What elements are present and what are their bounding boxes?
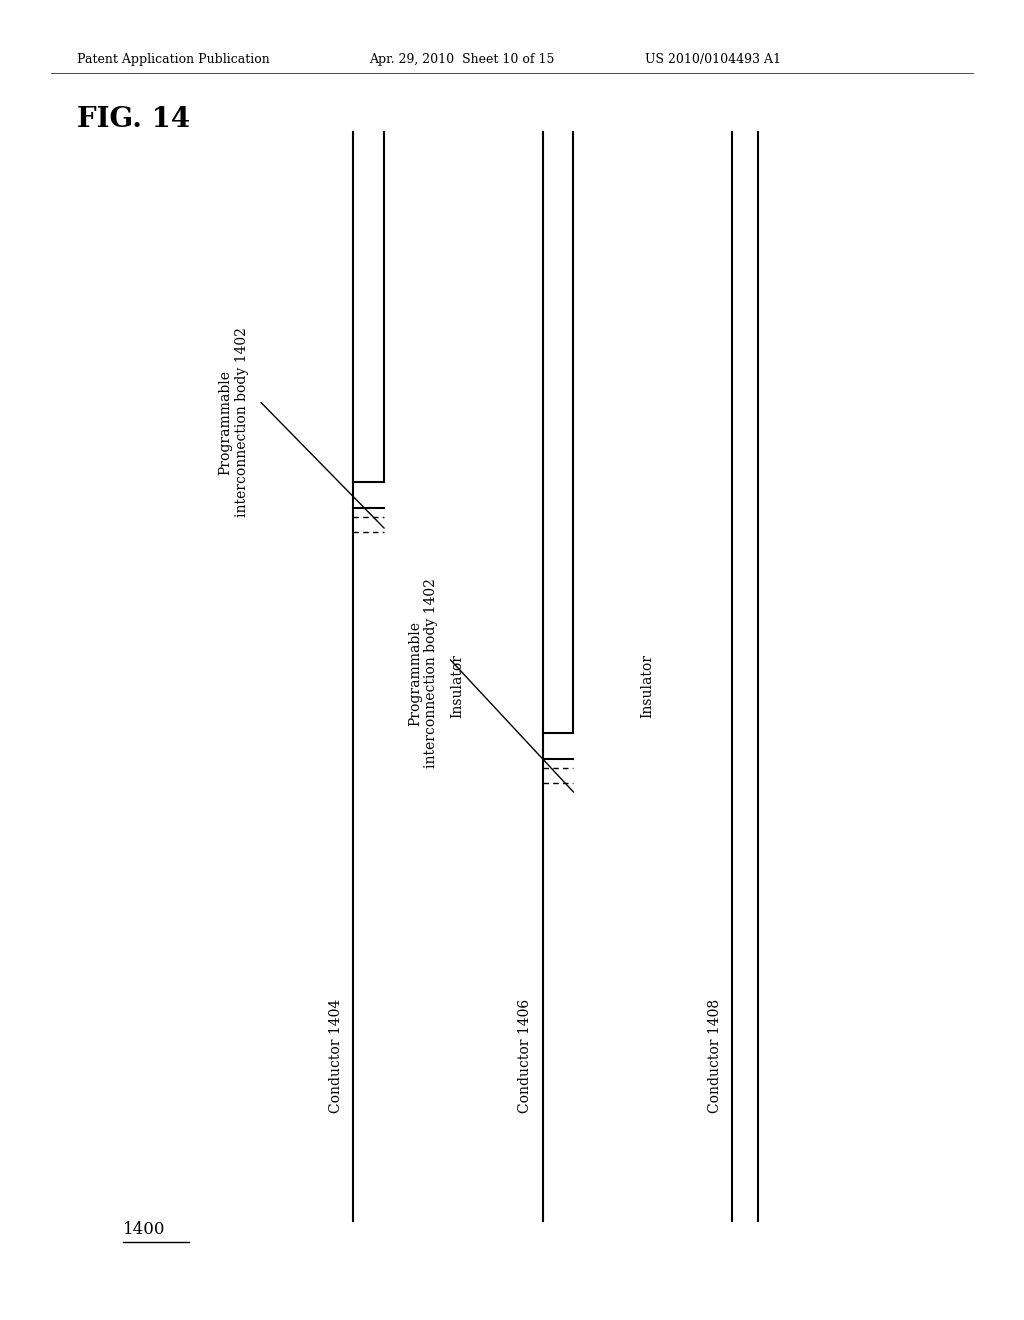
Text: FIG. 14: FIG. 14 (77, 106, 189, 132)
Text: Patent Application Publication: Patent Application Publication (77, 53, 269, 66)
Text: Apr. 29, 2010  Sheet 10 of 15: Apr. 29, 2010 Sheet 10 of 15 (369, 53, 554, 66)
Text: Conductor 1406: Conductor 1406 (518, 999, 532, 1113)
Text: Programmable
interconnection body 1402: Programmable interconnection body 1402 (218, 327, 249, 517)
Text: Insulator: Insulator (451, 655, 465, 718)
Text: Conductor 1404: Conductor 1404 (329, 999, 343, 1113)
Text: Insulator: Insulator (640, 655, 654, 718)
Text: US 2010/0104493 A1: US 2010/0104493 A1 (645, 53, 781, 66)
Text: Conductor 1408: Conductor 1408 (708, 999, 722, 1113)
Text: 1400: 1400 (123, 1221, 166, 1238)
Text: Programmable
interconnection body 1402: Programmable interconnection body 1402 (408, 578, 438, 768)
